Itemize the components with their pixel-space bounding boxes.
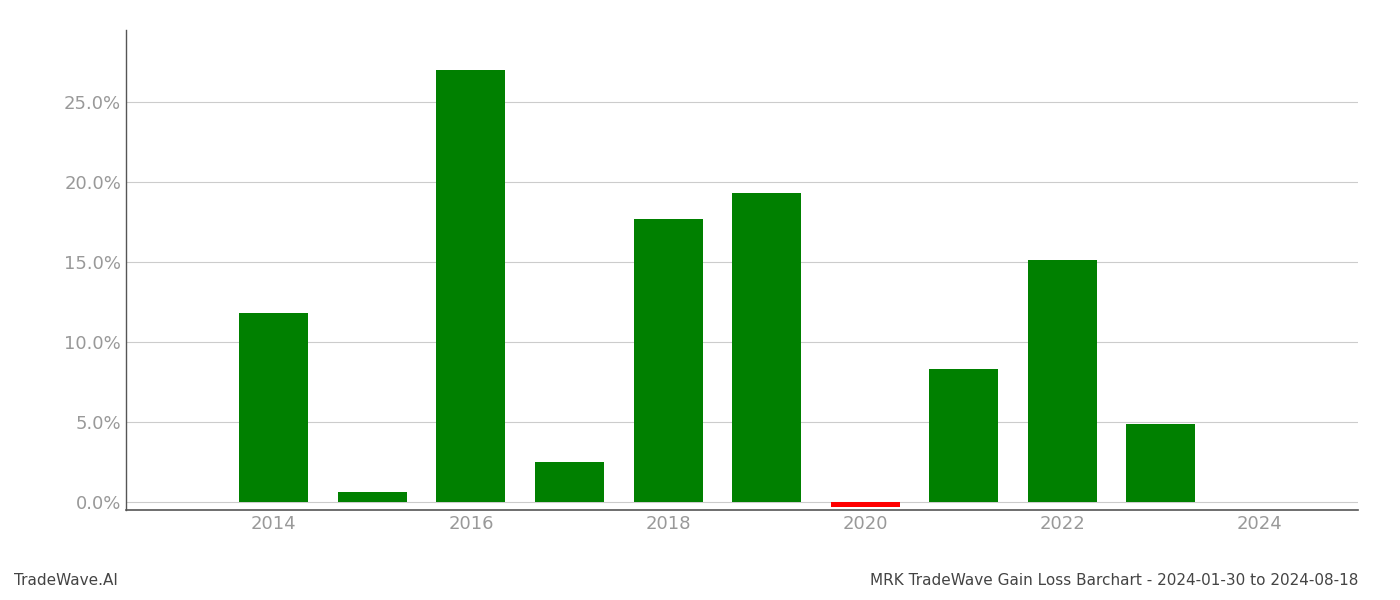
Bar xyxy=(1127,424,1196,502)
Bar xyxy=(239,313,308,502)
Bar xyxy=(437,70,505,502)
Bar xyxy=(1028,260,1096,502)
Bar xyxy=(535,462,603,502)
Text: MRK TradeWave Gain Loss Barchart - 2024-01-30 to 2024-08-18: MRK TradeWave Gain Loss Barchart - 2024-… xyxy=(869,573,1358,588)
Bar xyxy=(830,502,900,507)
Bar xyxy=(337,493,407,502)
Bar xyxy=(732,193,801,502)
Bar xyxy=(634,219,703,502)
Text: TradeWave.AI: TradeWave.AI xyxy=(14,573,118,588)
Bar xyxy=(930,369,998,502)
